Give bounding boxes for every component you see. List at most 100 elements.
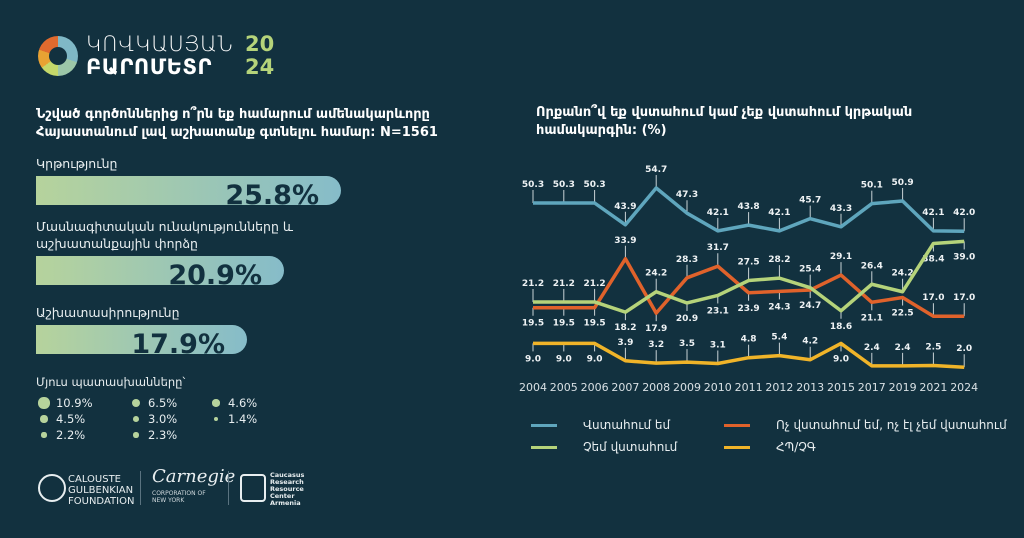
data-label: 17.9 bbox=[645, 324, 667, 334]
other-answer: 4.6% bbox=[210, 396, 257, 410]
data-label: 19.5 bbox=[522, 319, 544, 329]
bubble-icon bbox=[40, 415, 48, 423]
bar: 17.9% bbox=[36, 325, 247, 354]
others-title: Մյուս պատասխանները՝ bbox=[36, 375, 186, 389]
series-line bbox=[533, 257, 965, 318]
x-tick-label: 2024 bbox=[950, 381, 978, 394]
series-line bbox=[533, 341, 965, 369]
carnegie-logo: Carnegie bbox=[152, 466, 236, 487]
brand-year: 20 24 bbox=[245, 33, 285, 79]
bar: 20.9% bbox=[36, 256, 284, 285]
bar-label: Մասնագիտական ունակությունները և աշխատանք… bbox=[36, 219, 294, 251]
legend-item: Ոչ վստահում եմ, ոչ էլ չեմ վստահում bbox=[724, 418, 1007, 432]
legend-label: ՀՊ/ՉԳ bbox=[776, 440, 816, 454]
x-tick-label: 2010 bbox=[704, 381, 732, 394]
x-tick-label: 2011 bbox=[735, 381, 763, 394]
data-label: 9.0 bbox=[525, 354, 541, 364]
x-tick-label: 2009 bbox=[673, 381, 701, 394]
data-label: 21.2 bbox=[522, 279, 544, 289]
data-label: 28.2 bbox=[768, 255, 790, 265]
data-label: 3.5 bbox=[679, 339, 695, 349]
x-tick-label: 2012 bbox=[765, 381, 793, 394]
data-label: 3.9 bbox=[617, 338, 633, 348]
other-answer-value: 1.4% bbox=[227, 412, 258, 426]
data-label: 31.7 bbox=[707, 243, 729, 253]
data-label: 2.0 bbox=[956, 344, 972, 354]
data-label: 24.7 bbox=[799, 301, 821, 311]
bar-value: 17.9% bbox=[131, 329, 225, 354]
bubble-icon bbox=[131, 398, 141, 408]
divider bbox=[140, 471, 141, 505]
other-answer-value: 4.5% bbox=[55, 412, 86, 426]
legend-label: Վստահում եմ bbox=[583, 418, 671, 432]
data-label: 23.1 bbox=[707, 306, 729, 316]
data-label: 21.1 bbox=[861, 313, 883, 323]
bar-value: 20.9% bbox=[168, 260, 262, 285]
data-label: 9.0 bbox=[833, 354, 849, 364]
legend-swatch bbox=[531, 423, 557, 427]
bar-label: Կրթությունը bbox=[36, 156, 118, 171]
data-label: 19.5 bbox=[553, 319, 575, 329]
other-answer-value: 2.3% bbox=[147, 428, 178, 442]
other-answer: 2.3% bbox=[130, 428, 177, 442]
data-label: 3.1 bbox=[710, 340, 726, 350]
data-label: 50.9 bbox=[891, 178, 913, 188]
data-label: 20.9 bbox=[676, 314, 698, 324]
x-tick-label: 2008 bbox=[642, 381, 670, 394]
legend-item: ՀՊ/ՉԳ bbox=[724, 440, 816, 454]
other-answer-value: 10.9% bbox=[55, 396, 93, 410]
bar-value: 25.8% bbox=[225, 180, 319, 205]
data-label: 43.3 bbox=[830, 204, 852, 214]
bubble-icon bbox=[133, 432, 139, 438]
x-tick-label: 2015 bbox=[827, 381, 855, 394]
data-label: 24.2 bbox=[891, 269, 913, 279]
bar: 25.8% bbox=[36, 176, 341, 205]
x-tick-label: 2021 bbox=[919, 381, 947, 394]
data-label: 17.0 bbox=[953, 293, 975, 303]
x-tick-label: 2013 bbox=[796, 381, 824, 394]
chart-title: Որքանո՞վ եք վստահում կամ չեք վստահում կր… bbox=[536, 105, 913, 138]
other-answer: 6.5% bbox=[130, 396, 177, 410]
data-label: 50.3 bbox=[583, 180, 605, 190]
bubble-icon bbox=[213, 416, 218, 421]
barometer-logo-icon bbox=[38, 36, 78, 76]
data-label: 38.4 bbox=[922, 254, 944, 264]
data-label: 28.3 bbox=[676, 255, 698, 265]
legend-item: Վստահում եմ bbox=[531, 418, 670, 432]
legend-swatch bbox=[724, 423, 750, 427]
other-answer-value: 2.2% bbox=[55, 428, 86, 442]
data-label: 42.1 bbox=[922, 208, 944, 218]
x-tick-label: 2017 bbox=[858, 381, 886, 394]
other-answer-value: 3.0% bbox=[147, 412, 178, 426]
data-label: 54.7 bbox=[645, 165, 667, 175]
legend-swatch bbox=[531, 445, 557, 449]
divider bbox=[228, 471, 229, 505]
x-tick-label: 2005 bbox=[550, 381, 578, 394]
data-label: 25.4 bbox=[799, 265, 821, 275]
data-label: 26.4 bbox=[861, 261, 883, 271]
year-bottom: 24 bbox=[245, 55, 275, 79]
data-label: 45.7 bbox=[799, 196, 821, 206]
series-line bbox=[533, 239, 965, 314]
data-label: 27.5 bbox=[737, 258, 759, 268]
x-tick-label: 2019 bbox=[889, 381, 917, 394]
data-label: 23.9 bbox=[737, 304, 759, 314]
brand-line2: ԲԱՐՈՄԵՏՐ bbox=[86, 55, 212, 79]
other-answer: 4.5% bbox=[38, 412, 85, 426]
data-label: 47.3 bbox=[676, 190, 698, 200]
data-label: 4.8 bbox=[741, 335, 757, 345]
data-label: 42.1 bbox=[707, 208, 729, 218]
bubble-icon bbox=[212, 399, 220, 407]
data-label: 5.4 bbox=[771, 333, 787, 343]
legend-swatch bbox=[724, 445, 750, 449]
data-label: 2.4 bbox=[864, 343, 880, 353]
data-label: 39.0 bbox=[953, 252, 975, 262]
line-chart: 2004 2005 2006 2007 2008 2009 2010 2011 2012 2013… bbox=[519, 165, 978, 394]
other-answer-value: 4.6% bbox=[227, 396, 258, 410]
gulbenkian-name: CALOUSTE GULBENKIAN FOUNDATION bbox=[68, 474, 135, 507]
year-top: 20 bbox=[245, 32, 275, 56]
bubble-icon bbox=[41, 432, 47, 438]
series-line bbox=[533, 186, 965, 233]
data-label: 50.1 bbox=[861, 181, 883, 191]
data-label: 50.3 bbox=[522, 180, 544, 190]
